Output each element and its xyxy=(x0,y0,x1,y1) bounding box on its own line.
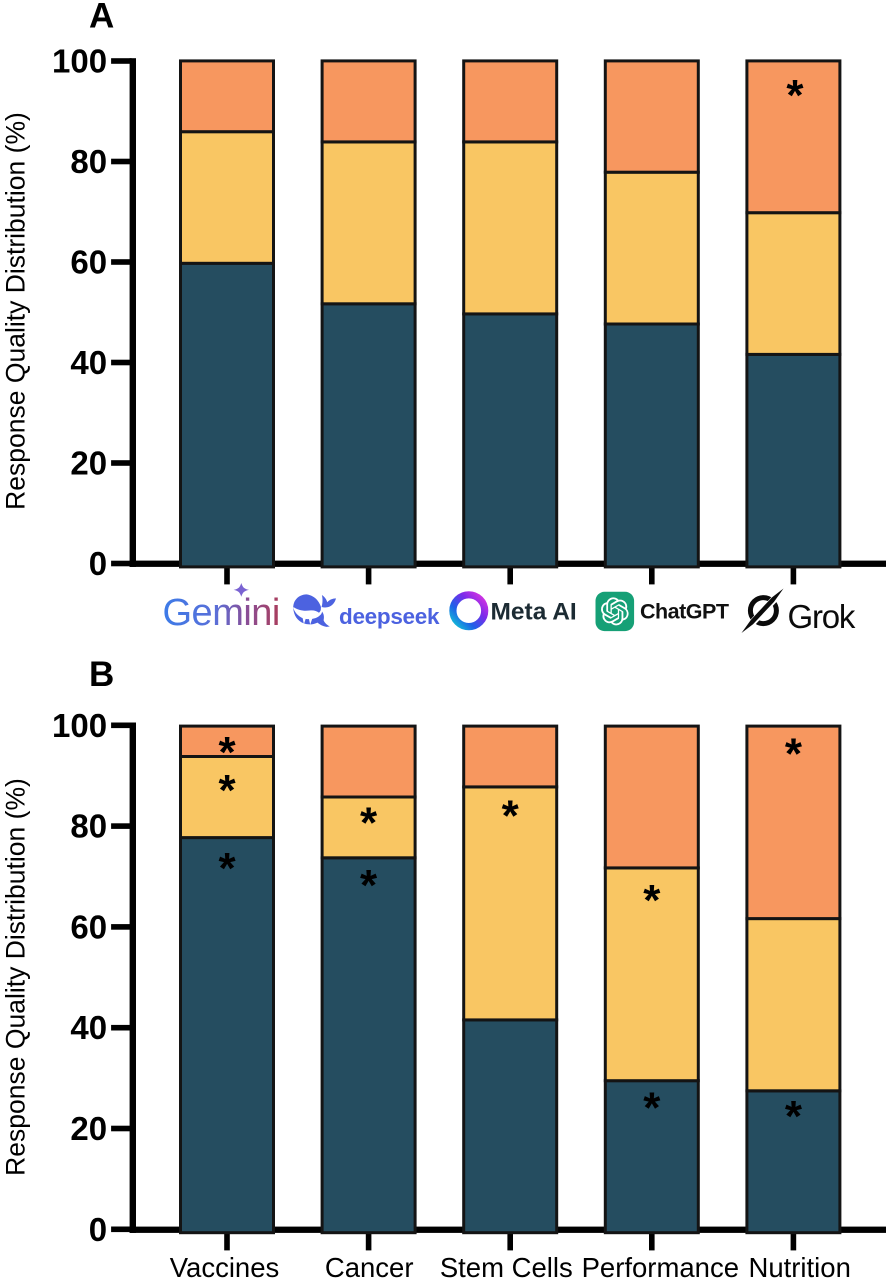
svg-text:*: * xyxy=(785,730,803,779)
svg-text:20: 20 xyxy=(70,1110,107,1147)
svg-text:*: * xyxy=(218,728,236,777)
svg-text:Performance: Performance xyxy=(582,1252,739,1280)
svg-text:deepseek: deepseek xyxy=(339,604,440,629)
svg-text:80: 80 xyxy=(70,808,107,845)
svg-text:60: 60 xyxy=(70,244,107,281)
svg-text:*: * xyxy=(643,1084,661,1133)
svg-text:ChatGPT: ChatGPT xyxy=(640,600,729,624)
svg-text:80: 80 xyxy=(70,143,107,180)
svg-text:Cancer: Cancer xyxy=(325,1252,414,1280)
svg-text:*: * xyxy=(218,766,236,815)
svg-text:*: * xyxy=(218,844,236,893)
svg-text:40: 40 xyxy=(70,344,107,381)
svg-text:*: * xyxy=(360,799,378,848)
svg-text:Grok: Grok xyxy=(788,598,856,635)
svg-text:100: 100 xyxy=(52,707,107,744)
svg-text:20: 20 xyxy=(70,445,107,482)
svg-text:Response Quality Distribution: Response Quality Distribution (%) xyxy=(1,112,31,510)
svg-text:60: 60 xyxy=(70,908,107,945)
svg-text:Vaccines: Vaccines xyxy=(170,1252,280,1280)
svg-text:*: * xyxy=(786,71,804,120)
svg-text:B: B xyxy=(89,655,114,694)
svg-text:Gemini: Gemini xyxy=(163,592,280,634)
svg-text:Response Quality Distribution: Response Quality Distribution (%) xyxy=(1,778,31,1176)
svg-text:0: 0 xyxy=(89,545,107,582)
svg-text:*: * xyxy=(360,861,378,910)
svg-text:Nutrition: Nutrition xyxy=(748,1252,850,1280)
svg-text:*: * xyxy=(643,876,661,925)
svg-text:*: * xyxy=(785,1092,803,1141)
svg-text:0: 0 xyxy=(89,1211,107,1248)
svg-text:A: A xyxy=(89,0,114,36)
svg-text:Meta AI: Meta AI xyxy=(491,599,577,626)
svg-text:100: 100 xyxy=(52,43,107,80)
svg-text:*: * xyxy=(502,792,520,841)
svg-text:40: 40 xyxy=(70,1009,107,1046)
svg-text:Stem Cells: Stem Cells xyxy=(440,1252,573,1280)
